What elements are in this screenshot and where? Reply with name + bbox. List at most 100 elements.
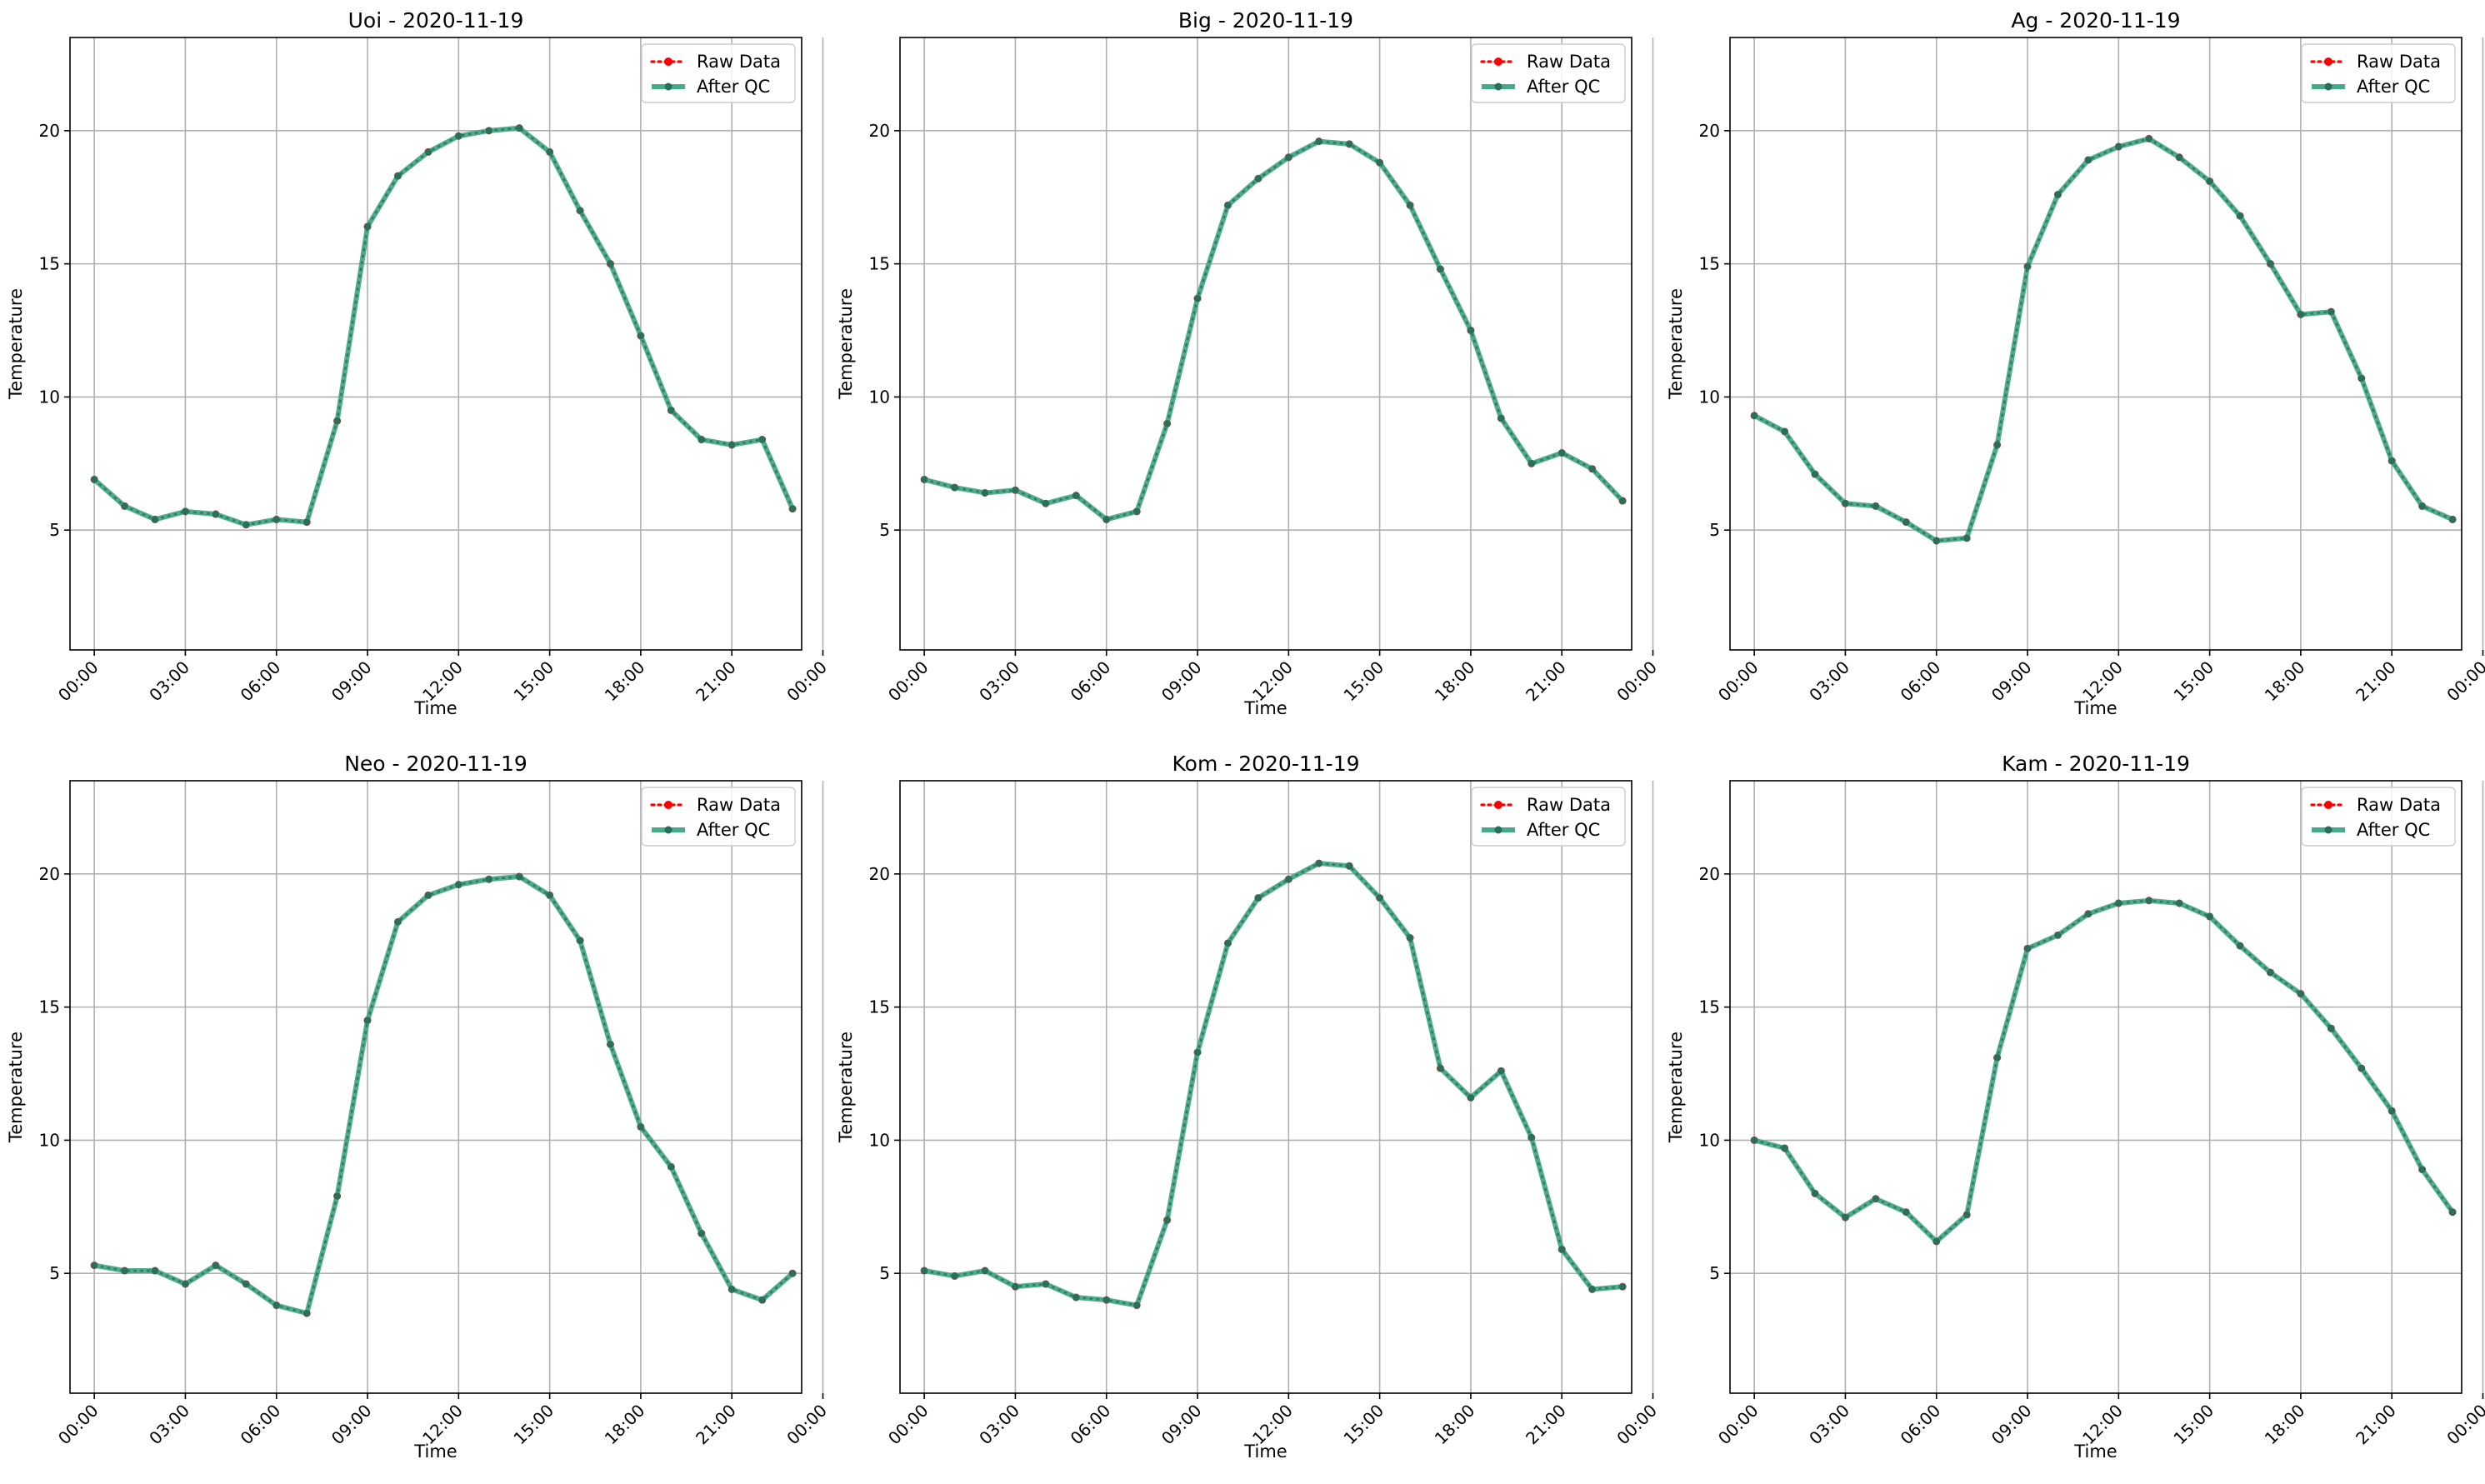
after-qc-point: [1528, 460, 1535, 467]
axes-frame: [69, 37, 802, 651]
x-tick-label: 06:00: [237, 657, 285, 706]
after-qc-point: [2236, 942, 2244, 950]
after-qc-point: [1618, 497, 1627, 505]
after-qc-point: [90, 476, 98, 483]
legend-label-raw-data: Raw Data: [697, 795, 781, 815]
series-overlay-after-qc: [93, 127, 794, 527]
after-qc-point: [1042, 1280, 1050, 1288]
y-tick-label: 5: [49, 1263, 60, 1283]
axes-frame: [1729, 780, 2462, 1394]
series-line-raw-data: [922, 862, 1624, 1307]
series-line-after-qc: [1752, 136, 2454, 543]
after-qc-point: [515, 124, 523, 132]
after-qc-point: [363, 1017, 372, 1024]
after-qc-point: [151, 1267, 159, 1275]
x-tick-label: 00:00: [1714, 657, 1762, 706]
after-qc-point: [1224, 202, 1232, 209]
after-qc-point: [1012, 487, 1019, 494]
after-qc-point: [1932, 537, 1940, 545]
plot-area: [1750, 134, 2457, 545]
x-tick-label: 03:00: [145, 1401, 193, 1449]
x-tick-label: 03:00: [145, 657, 193, 706]
after-qc-point: [2145, 135, 2152, 142]
x-tick-label: 15:00: [1339, 657, 1388, 706]
y-tick-label: 10: [1699, 1130, 1720, 1150]
after-qc-point: [242, 1280, 250, 1288]
after-qc-point: [2115, 142, 2122, 151]
x-tick-label: 18:00: [2261, 1401, 2309, 1449]
x-tick-label: 03:00: [1805, 657, 1853, 706]
after-qc-point: [1163, 1217, 1171, 1224]
y-tick-label: 15: [1699, 254, 1720, 274]
chart-title: Ag - 2020-11-19: [2011, 8, 2180, 32]
chart-title: Neo - 2020-11-19: [344, 752, 528, 776]
x-tick-label: 03:00: [975, 657, 1023, 706]
legend-label-raw-data: Raw Data: [1527, 795, 1611, 815]
series-line-after-qc: [92, 125, 795, 527]
legend-marker-after-qc: [2324, 826, 2332, 834]
after-qc-point: [2297, 990, 2305, 997]
after-qc-point: [1750, 412, 1758, 419]
x-tick-label: 21:00: [1522, 657, 1570, 706]
x-tick-label: 00:00: [782, 1401, 831, 1449]
y-tick-label: 20: [1699, 121, 1720, 141]
after-qc-point: [1315, 859, 1322, 867]
y-tick-label: 5: [49, 520, 60, 540]
after-qc-point: [1588, 465, 1596, 472]
after-qc-point: [2054, 191, 2062, 198]
y-tick-label: 20: [39, 121, 60, 141]
axes-frame: [1729, 37, 2462, 651]
x-tick-label: 03:00: [1805, 1401, 1853, 1449]
after-qc-point: [2115, 899, 2122, 907]
legend-label-raw-data: Raw Data: [2357, 795, 2441, 815]
plot-area: [1750, 897, 2457, 1246]
after-qc-point: [981, 1267, 989, 1275]
after-qc-point: [1193, 1048, 1202, 1057]
series-after-qc: [90, 872, 797, 1317]
after-qc-point: [607, 1041, 614, 1048]
plot-area: [90, 124, 797, 529]
after-qc-point: [302, 1309, 311, 1317]
after-qc-point: [1498, 414, 1505, 422]
after-qc-point: [920, 476, 928, 483]
series-raw-data: [1750, 897, 2457, 1246]
x-tick-label: 06:00: [1067, 1401, 1115, 1449]
y-tick-label: 20: [1699, 864, 1720, 884]
legend: Raw Data After QC: [2301, 43, 2456, 103]
series-after-qc: [920, 137, 1627, 523]
y-tick-label: 5: [1709, 1263, 1720, 1283]
after-qc-point: [2145, 897, 2152, 905]
after-qc-point: [1962, 1211, 1971, 1219]
subplot-3: 00:00 03:00 06:00 09:00 12:00 15:00 18:00 21:00…: [1666, 8, 2485, 718]
after-qc-point: [951, 1272, 958, 1280]
x-tick-label: 15:00: [509, 657, 558, 706]
after-qc-point: [1224, 939, 1232, 947]
after-qc-point: [394, 172, 402, 180]
x-tick-label: 18:00: [601, 657, 649, 706]
x-tick-label: 21:00: [692, 1401, 740, 1449]
after-qc-point: [121, 502, 128, 510]
after-qc-point: [1042, 500, 1050, 507]
y-tick-label: 15: [39, 997, 60, 1017]
x-axis-label: Time: [1243, 1442, 1287, 1462]
after-qc-point: [1588, 1286, 1596, 1293]
after-qc-point: [394, 918, 402, 926]
after-qc-point: [981, 489, 989, 497]
y-tick-label: 20: [39, 864, 60, 884]
after-qc-point: [2175, 899, 2183, 907]
grid-lines: [70, 781, 824, 1393]
after-qc-point: [951, 483, 958, 492]
grid-lines: [900, 37, 1654, 650]
subplot-2: 00:00 03:00 06:00 09:00 12:00 15:00 18:00 21:00…: [836, 8, 1661, 718]
y-tick-label: 10: [1699, 387, 1720, 407]
after-qc-point: [333, 417, 341, 425]
after-qc-point: [272, 516, 280, 523]
legend: Raw Data After QC: [641, 787, 796, 847]
after-qc-point: [1254, 175, 1262, 182]
y-tick-label: 15: [39, 254, 60, 274]
axes-frame: [899, 37, 1632, 651]
x-tick-label: 06:00: [1897, 1401, 1945, 1449]
y-tick-label: 10: [869, 387, 890, 407]
after-qc-point: [1345, 862, 1353, 870]
series-line-raw-data: [1752, 137, 2454, 542]
